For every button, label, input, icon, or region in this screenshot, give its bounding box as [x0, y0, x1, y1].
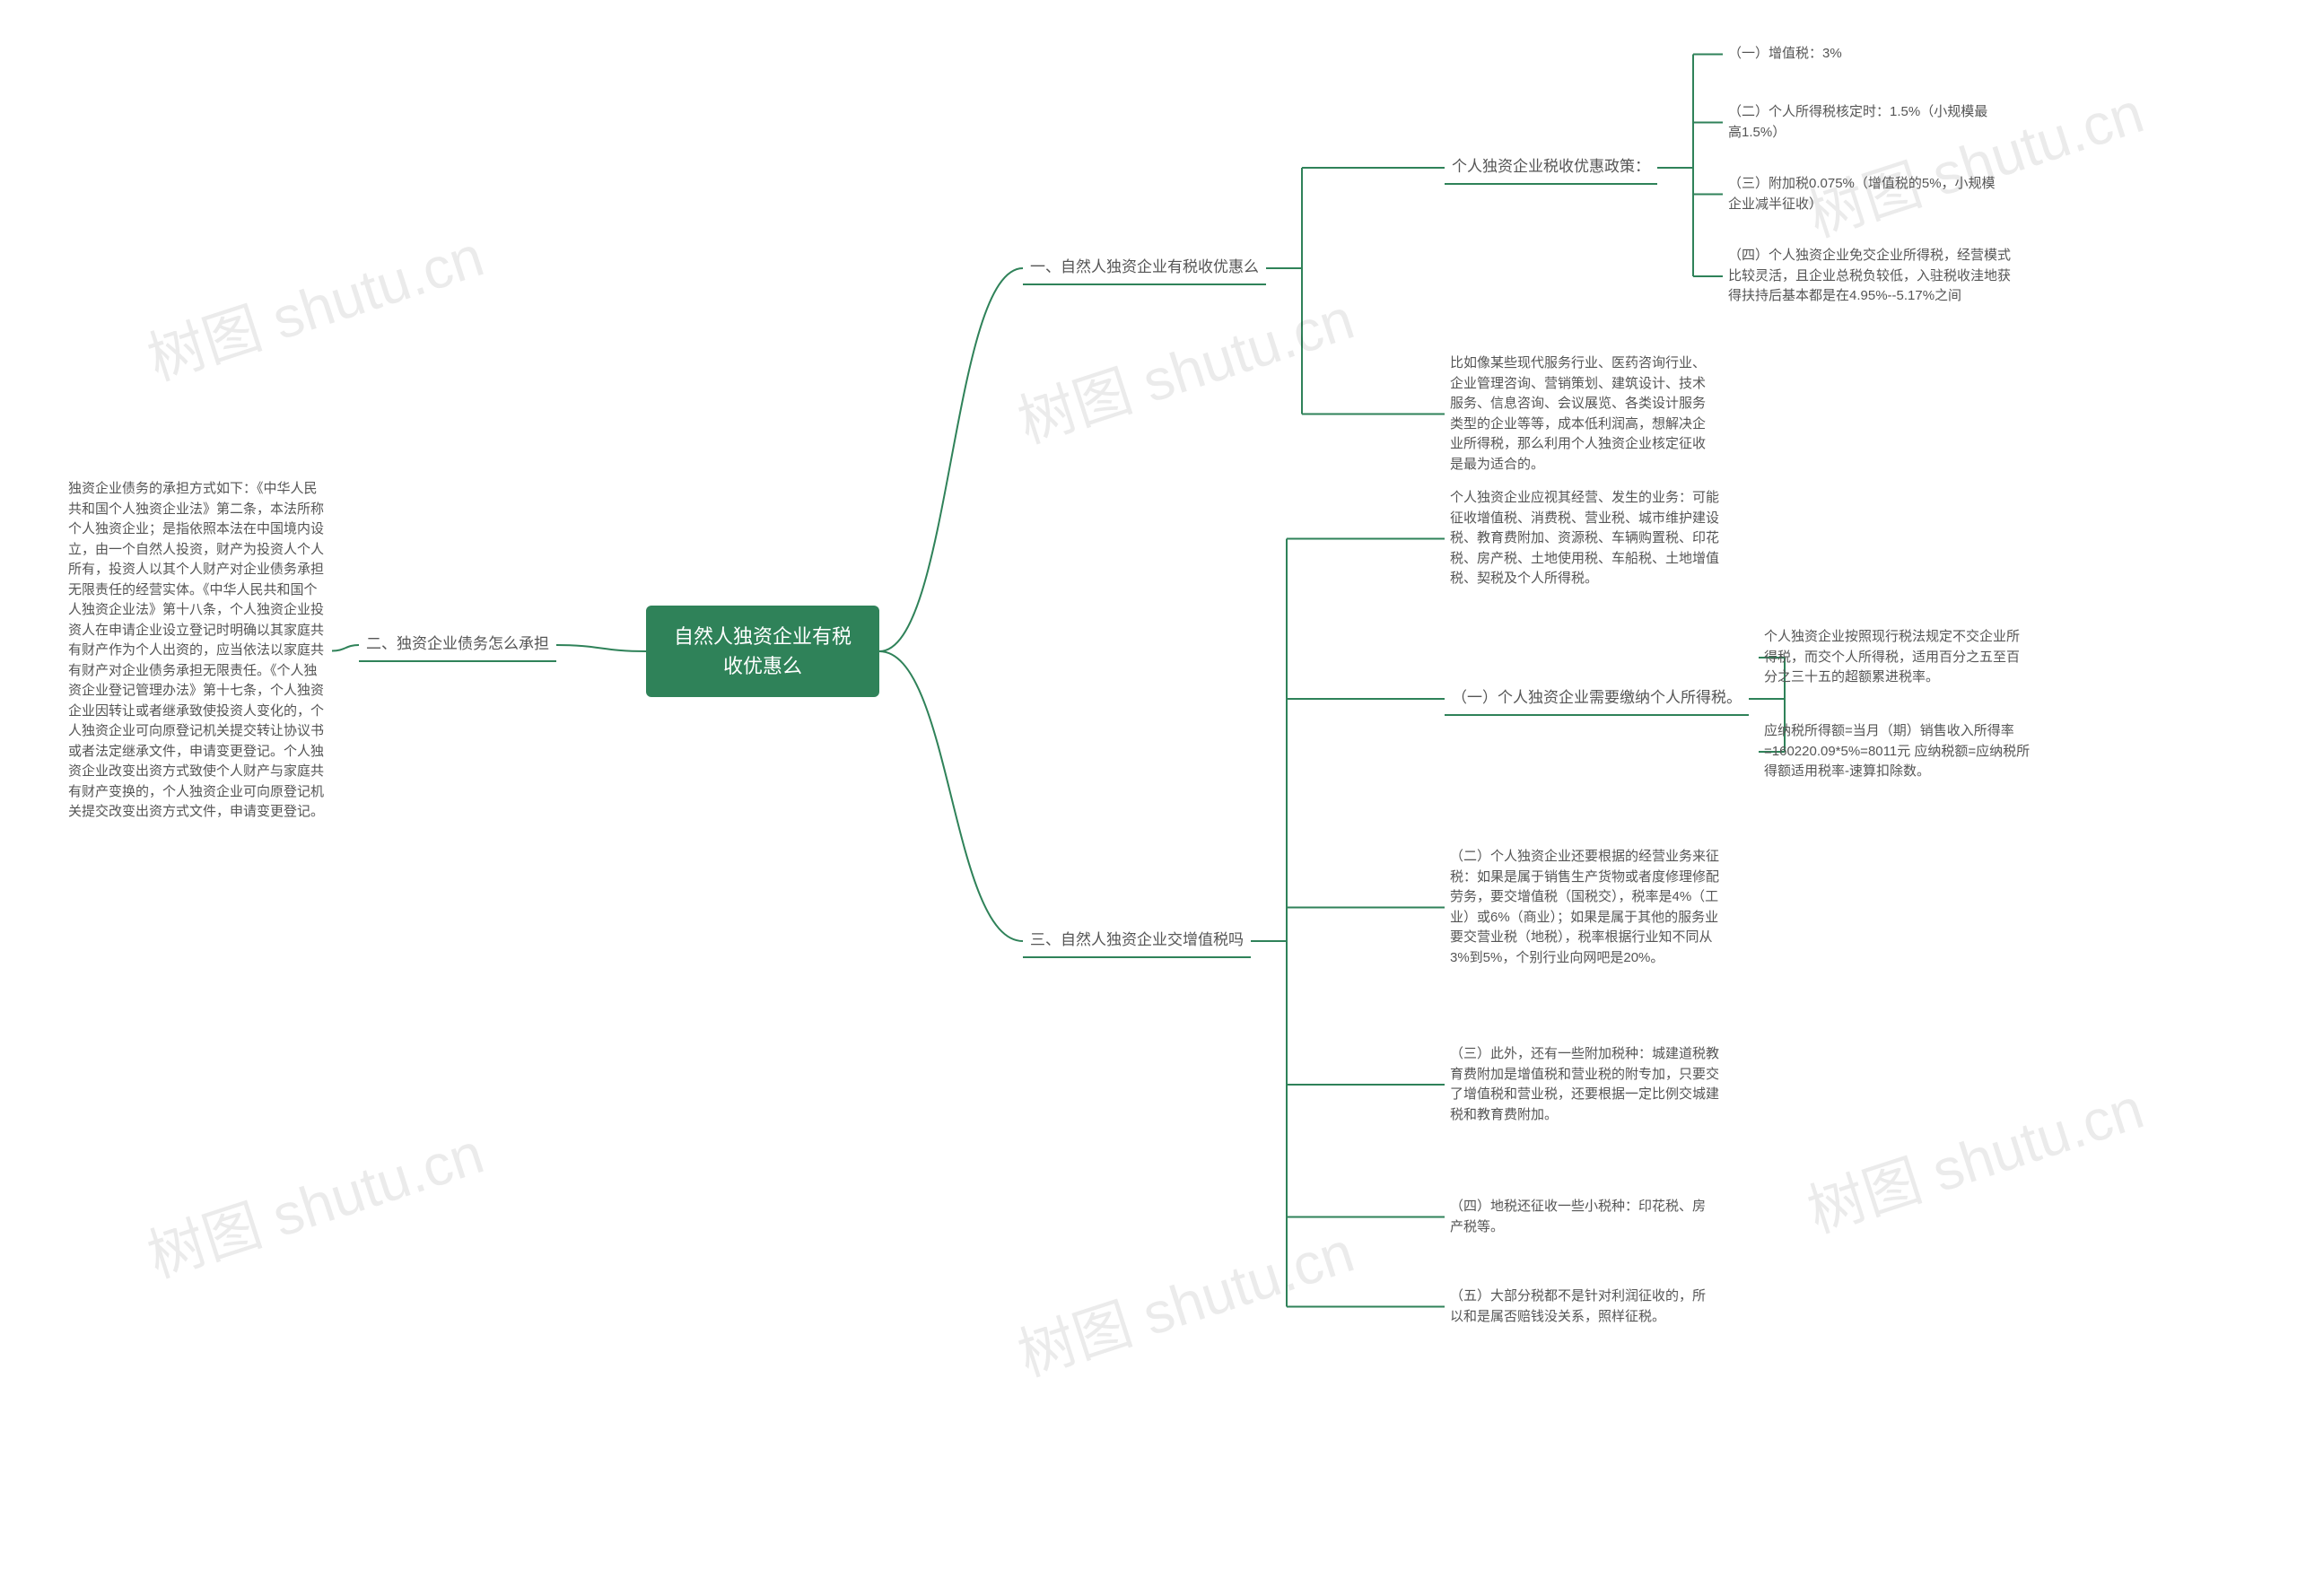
- b1-c1-2: （二）个人所得税核定时：1.5%（小规模最高1.5%）: [1723, 99, 2001, 146]
- b3-c2-1: 个人独资企业按照现行税法规定不交企业所得税，而交个人所得税，适用百分之五至百分之…: [1759, 624, 2037, 692]
- edge-layer: [0, 0, 2297, 1596]
- b1-c1-4: （四）个人独资企业免交企业所得税，经营模式比较灵活，且企业总税负较低，入驻税收洼…: [1723, 242, 2019, 310]
- b3-c5: （四）地税还征收一些小税种：印花税、房产税等。: [1445, 1193, 1714, 1241]
- b1-c1: 个人独资企业税收优惠政策：: [1445, 151, 1657, 185]
- b1-c2: 比如像某些现代服务行业、医药咨询行业、企业管理咨询、营销策划、建筑设计、技术服务…: [1445, 350, 1723, 478]
- b3-c2-2: 应纳税所得额=当月（期）销售收入所得率=160220.09*5%=8011元 应…: [1759, 718, 2037, 786]
- b1-c1-1: （一）增值税：3%: [1723, 40, 1847, 68]
- watermark: 树图 shutu.cn: [136, 1108, 493, 1294]
- b2-c1: 独资企业债务的承担方式如下：《中华人民共和国个人独资企业法》第二条，本法所称个人…: [63, 475, 332, 826]
- b3-c1: 个人独资企业应视其经营、发生的业务：可能征收增值税、消费税、营业税、城市维护建设…: [1445, 484, 1732, 593]
- mindmap-canvas: 树图 shutu.cn 树图 shutu.cn 树图 shutu.cn 树图 shut…: [0, 0, 2297, 1596]
- watermark: 树图 shutu.cn: [1007, 1207, 1363, 1392]
- watermark: 树图 shutu.cn: [1796, 67, 2153, 253]
- b3-c2: （一）个人独资企业需要缴纳个人所得税。: [1445, 682, 1749, 716]
- b3-c4: （三）此外，还有一些附加税种：城建道税教育费附加是增值税和营业税的附专加，只要交…: [1445, 1041, 1732, 1129]
- b2: 二、独资企业债务怎么承担: [359, 628, 556, 662]
- watermark: 树图 shutu.cn: [1007, 274, 1363, 459]
- b1: 一、自然人独资企业有税收优惠么: [1023, 251, 1266, 285]
- b3: 三、自然人独资企业交增值税吗: [1023, 924, 1251, 958]
- b1-c1-3: （三）附加税0.075%（增值税的5%，小规模企业减半征收）: [1723, 170, 2001, 218]
- b3-c6: （五）大部分税都不是针对利润征收的，所以和是属否赔钱没关系，照样征税。: [1445, 1283, 1723, 1330]
- b3-c3: （二）个人独资企业还要根据的经营业务来征税：如果是属于销售生产货物或者度修理修配…: [1445, 843, 1732, 972]
- watermark: 树图 shutu.cn: [1796, 1063, 2153, 1249]
- watermark: 树图 shutu.cn: [136, 211, 493, 397]
- root: 自然人独资企业有税收优惠么: [646, 606, 879, 697]
